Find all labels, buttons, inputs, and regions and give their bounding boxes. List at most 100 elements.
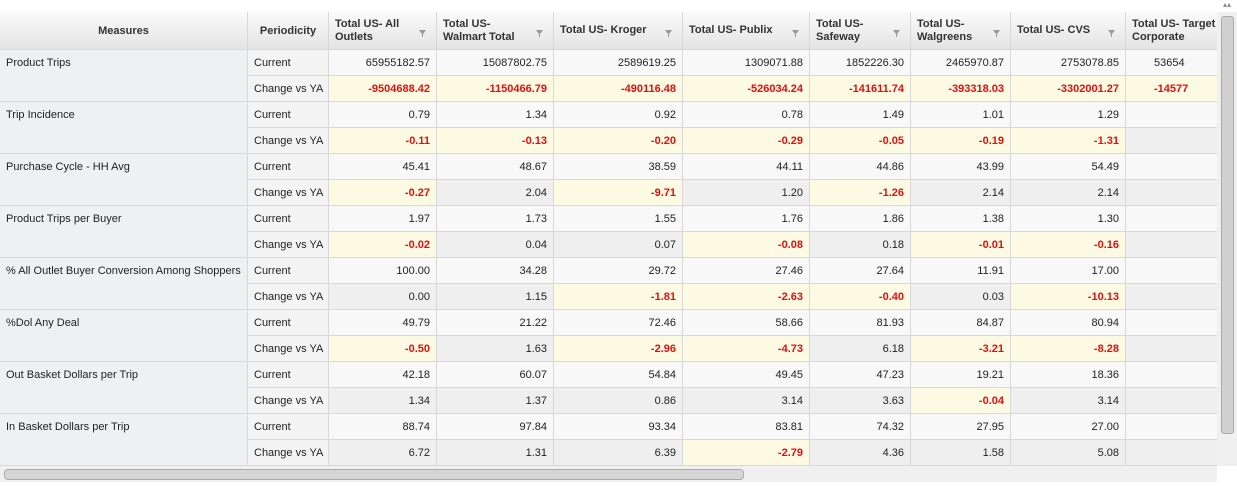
value-cell: 2.14	[1011, 180, 1126, 206]
value-cell	[1126, 440, 1217, 466]
measure-label: Purchase Cycle - HH Avg	[0, 154, 248, 206]
value-cell: 2465970.87	[911, 50, 1011, 76]
value-cell: 1.86	[810, 206, 911, 232]
periodicity: Change vs YA	[248, 76, 329, 102]
column-header[interactable]: Periodicity	[248, 12, 329, 50]
column-header[interactable]: Total US- Target Corporate	[1126, 12, 1217, 50]
value-cell: 100.00	[329, 258, 437, 284]
value-cell: -0.11	[329, 128, 437, 154]
column-header[interactable]: Total US- Publix	[683, 12, 810, 50]
value-cell: -526034.24	[683, 76, 810, 102]
value-cell: 1.58	[911, 440, 1011, 466]
column-header[interactable]: Total US- Safeway	[810, 12, 911, 50]
value-cell: 2753078.85	[1011, 50, 1126, 76]
value-cell	[1126, 284, 1217, 310]
value-cell: 0.86	[554, 388, 683, 414]
filter-icon[interactable]	[993, 28, 1000, 37]
vertical-scrollbar[interactable]	[1217, 12, 1237, 466]
value-cell: -393318.03	[911, 76, 1011, 102]
periodicity: Change vs YA	[248, 388, 329, 414]
measure-label: Product Trips per Buyer	[0, 206, 248, 258]
column-header[interactable]: Total US- CVS	[1011, 12, 1126, 50]
column-header[interactable]: Measures	[0, 12, 248, 50]
value-cell: 1.01	[911, 102, 1011, 128]
column-header[interactable]: Total US- Walgreens	[911, 12, 1011, 50]
measure-label: %Dol Any Deal	[0, 310, 248, 362]
value-cell: -9.71	[554, 180, 683, 206]
value-cell: 1852226.30	[810, 50, 911, 76]
value-cell: 74.32	[810, 414, 911, 440]
periodicity: Current	[248, 206, 329, 232]
value-cell: 1.20	[683, 180, 810, 206]
value-cell: 60.07	[437, 362, 554, 388]
value-cell: 1309071.88	[683, 50, 810, 76]
value-cell: 1.49	[810, 102, 911, 128]
periodicity: Change vs YA	[248, 128, 329, 154]
value-cell: 1.63	[437, 336, 554, 362]
value-cell: 1.97	[329, 206, 437, 232]
value-cell: -9504688.42	[329, 76, 437, 102]
value-cell: 93.34	[554, 414, 683, 440]
measure-label: % All Outlet Buyer Conversion Among Shop…	[0, 258, 248, 310]
filter-icon[interactable]	[893, 28, 900, 37]
filter-icon[interactable]	[792, 28, 799, 37]
value-cell: 2.14	[911, 180, 1011, 206]
value-cell: 84.87	[911, 310, 1011, 336]
value-cell: 2.04	[437, 180, 554, 206]
column-header[interactable]: Total US- Walmart Total	[437, 12, 554, 50]
value-cell: -2.63	[683, 284, 810, 310]
data-grid: Measures Periodicity Total US- All Outlets…	[0, 12, 1217, 466]
measure-label: In Basket Dollars per Trip	[0, 414, 248, 466]
value-cell: 15087802.75	[437, 50, 554, 76]
value-cell: 19.21	[911, 362, 1011, 388]
periodicity: Current	[248, 258, 329, 284]
value-cell: -1150466.79	[437, 76, 554, 102]
periodicity: Current	[248, 310, 329, 336]
value-cell: 47.23	[810, 362, 911, 388]
periodicity: Change vs YA	[248, 232, 329, 258]
filter-icon[interactable]	[665, 28, 672, 37]
value-cell: -8.28	[1011, 336, 1126, 362]
value-cell: 6.72	[329, 440, 437, 466]
value-cell: -3302001.27	[1011, 76, 1126, 102]
value-cell: -0.20	[554, 128, 683, 154]
filter-icon[interactable]	[419, 28, 426, 37]
value-cell: 53654	[1126, 50, 1217, 76]
value-cell: 6.18	[810, 336, 911, 362]
horizontal-scrollbar[interactable]	[0, 466, 1217, 482]
value-cell: 1.30	[1011, 206, 1126, 232]
periodicity: Current	[248, 414, 329, 440]
value-cell: 0.18	[810, 232, 911, 258]
periodicity: Current	[248, 362, 329, 388]
value-cell: 88.74	[329, 414, 437, 440]
value-cell: 0.00	[329, 284, 437, 310]
value-cell: 1.55	[554, 206, 683, 232]
value-cell	[1126, 180, 1217, 206]
filter-icon[interactable]	[536, 28, 543, 37]
value-cell: 18.36	[1011, 362, 1126, 388]
value-cell: 48.67	[437, 154, 554, 180]
column-header[interactable]: Total US- All Outlets	[329, 12, 437, 50]
value-cell: 42.18	[329, 362, 437, 388]
value-cell	[1126, 388, 1217, 414]
value-cell: 97.84	[437, 414, 554, 440]
value-cell: 1.15	[437, 284, 554, 310]
value-cell: -0.01	[911, 232, 1011, 258]
value-cell: 27.95	[911, 414, 1011, 440]
value-cell: 43.99	[911, 154, 1011, 180]
value-cell: 1.29	[1011, 102, 1126, 128]
value-cell: 3.63	[810, 388, 911, 414]
value-cell: -0.13	[437, 128, 554, 154]
value-cell: 1.37	[437, 388, 554, 414]
column-header[interactable]: Total US- Kroger	[554, 12, 683, 50]
filter-icon[interactable]	[1108, 28, 1115, 37]
periodicity: Change vs YA	[248, 180, 329, 206]
value-cell: -0.29	[683, 128, 810, 154]
value-cell: -0.27	[329, 180, 437, 206]
value-cell: -0.08	[683, 232, 810, 258]
value-cell: 45.41	[329, 154, 437, 180]
value-cell: 0.79	[329, 102, 437, 128]
value-cell: -0.19	[911, 128, 1011, 154]
value-cell: -2.79	[683, 440, 810, 466]
value-cell: -0.04	[911, 388, 1011, 414]
